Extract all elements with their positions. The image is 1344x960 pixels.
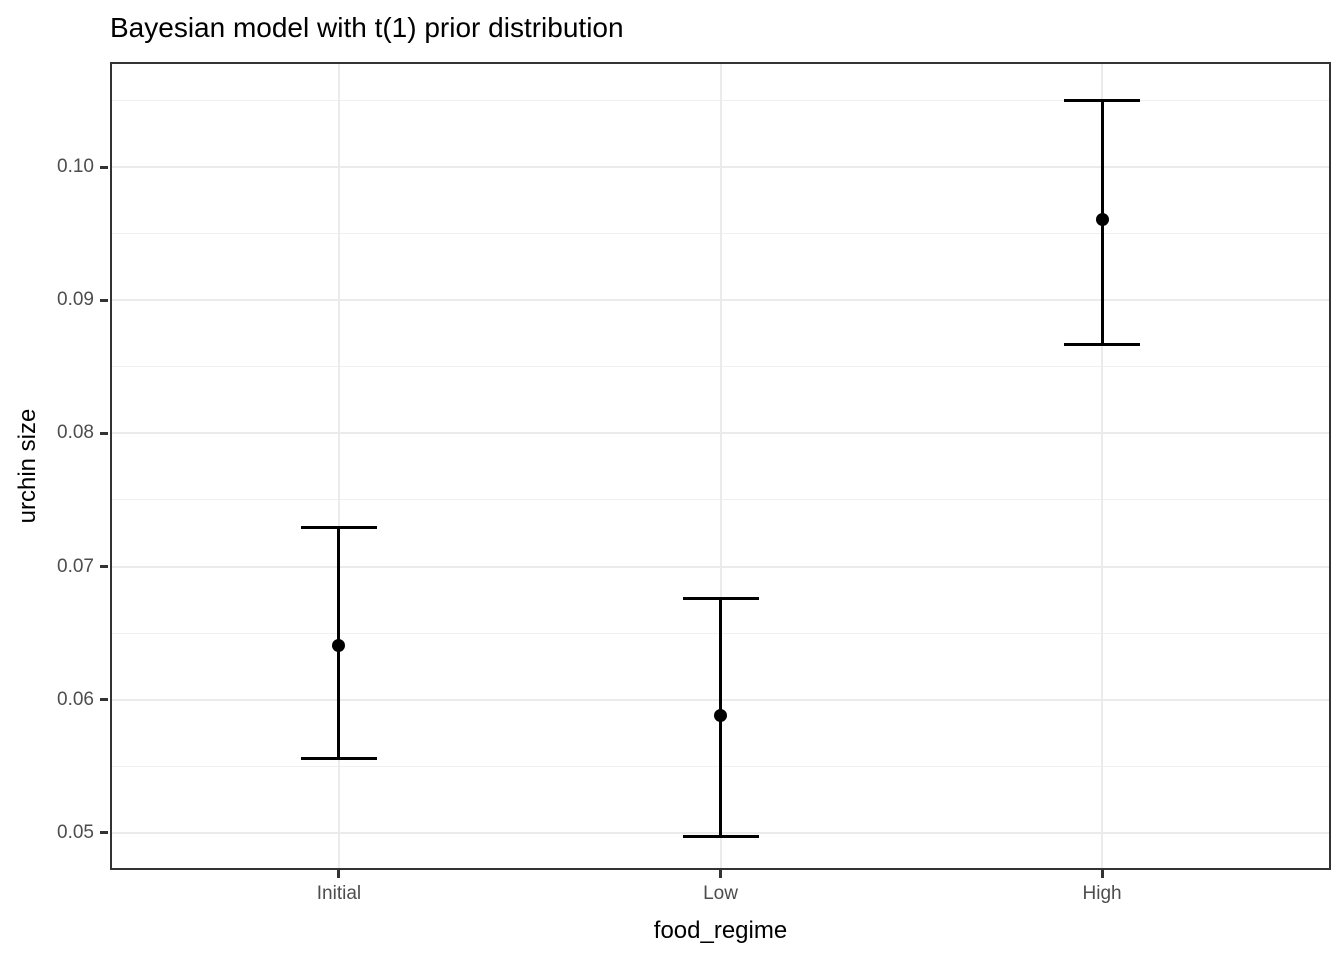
- x-axis-title: food_regime: [653, 917, 788, 944]
- errorbar-cap-top: [682, 596, 759, 600]
- x-tick-mark: [337, 870, 341, 878]
- y-tick-label: 0.10: [57, 156, 94, 178]
- y-tick-mark: [100, 431, 108, 435]
- mean-point: [714, 709, 727, 723]
- errorbar-cap-top: [1064, 99, 1141, 103]
- x-tick-label: High: [1082, 883, 1122, 904]
- y-tick-label: 0.08: [57, 422, 94, 444]
- mean-point: [332, 638, 346, 652]
- y-tick-label: 0.09: [57, 289, 94, 311]
- plot-title: Bayesian model with t(1) prior distribut…: [110, 12, 624, 43]
- x-gridline-major: [719, 62, 722, 870]
- errorbar-cap-bottom: [300, 756, 377, 760]
- y-tick-mark: [100, 298, 108, 302]
- y-tick-mark: [100, 698, 108, 702]
- x-tick-mark: [719, 870, 722, 878]
- y-tick-label: 0.05: [57, 821, 94, 843]
- x-tick-label: Low: [703, 883, 738, 904]
- y-tick-mark: [100, 565, 108, 568]
- x-tick-mark: [1100, 870, 1104, 878]
- y-tick-mark: [100, 165, 108, 169]
- x-tick-label: Initial: [316, 883, 362, 904]
- errorbar-cap-bottom: [682, 835, 759, 839]
- errorbar-cap-top: [300, 526, 377, 530]
- y-tick-mark: [100, 831, 108, 835]
- errorbar-cap-bottom: [1064, 342, 1141, 346]
- y-axis-title: urchin size: [14, 408, 41, 524]
- y-tick-label: 0.07: [57, 555, 94, 577]
- x-gridline-major: [337, 62, 340, 870]
- x-gridline-major: [1101, 62, 1104, 870]
- y-tick-label: 0.06: [57, 688, 94, 710]
- mean-point: [1095, 212, 1109, 226]
